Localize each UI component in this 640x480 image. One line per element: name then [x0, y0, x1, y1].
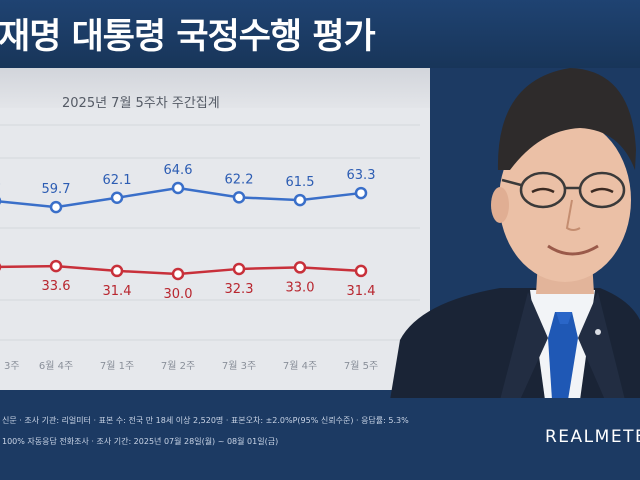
portrait-photo	[390, 68, 640, 400]
footer	[0, 398, 640, 480]
data-label: 61.5	[286, 175, 315, 190]
page-title: 재명 대통령 국정수행 평가	[0, 17, 376, 57]
x-tick-label: 7월 5주	[344, 360, 378, 372]
data-label: 33.0	[286, 280, 315, 295]
x-tick-label: 7월 3주	[222, 360, 256, 372]
chart-panel-header	[0, 68, 430, 108]
data-label: 59.7	[42, 182, 71, 197]
x-tick-label: 7월 4주	[283, 360, 317, 372]
data-point	[293, 261, 307, 274]
x-tick-label: 3주	[4, 361, 20, 372]
x-tick-label: 7월 1주	[100, 360, 134, 372]
title-bar: 재명 대통령 국정수행 평가	[0, 0, 640, 68]
footnote-line-1: 신문 · 조사 기관: 리얼미터 · 표본 수: 전국 만 18세 이상 2,5…	[2, 416, 409, 425]
data-label: 33.6	[42, 279, 71, 294]
data-point	[232, 262, 246, 276]
footnote-line-2: 100% 자동응답 전화조사 · 조사 기간: 2025년 07월 28일(월)…	[2, 437, 279, 446]
data-label: 62.1	[103, 173, 132, 188]
data-point	[110, 264, 124, 278]
data-point	[232, 191, 246, 204]
data-point	[49, 259, 63, 273]
data-point	[293, 193, 307, 207]
data-point	[354, 264, 368, 278]
data-label: 31.4	[103, 284, 132, 299]
data-point	[49, 200, 63, 214]
data-label: 32.3	[225, 282, 254, 297]
data-label: 63.3	[347, 168, 376, 183]
data-label: .5	[0, 280, 1, 295]
data-point	[171, 181, 185, 195]
data-label: 31.4	[347, 284, 376, 299]
data-point	[171, 267, 185, 281]
data-label: 64.6	[164, 163, 193, 178]
chart-subtitle: 2025년 7월 5주차 주간집계	[62, 96, 220, 111]
x-tick-label: 6월 4주	[39, 360, 73, 372]
data-label: 62.2	[225, 172, 254, 187]
data-point	[110, 191, 124, 204]
data-label: 30.0	[164, 287, 193, 302]
chart-panel	[0, 68, 430, 390]
brand-logo: REALMETE	[545, 427, 640, 447]
data-point	[354, 186, 368, 200]
x-tick-label: 7월 2주	[161, 360, 195, 372]
data-label: .3	[0, 176, 1, 191]
